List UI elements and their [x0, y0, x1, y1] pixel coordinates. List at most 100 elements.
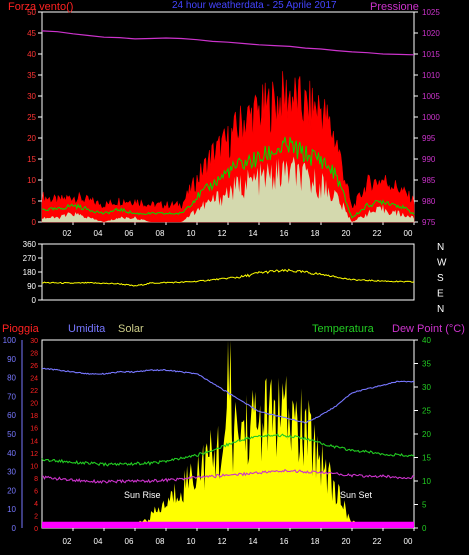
rain-tick-label: 6 — [34, 488, 38, 495]
x-ticks: 02 04 06 08 10 12 14 16 18 20 22 00 — [63, 222, 415, 238]
direction-series — [41, 268, 415, 287]
rain-tick-label: 28 — [30, 351, 38, 358]
rain-tick-label: 20 — [30, 401, 38, 408]
pressure-axis-label: Pressione — [370, 1, 419, 13]
temperature-tick-label: 25 — [422, 407, 431, 416]
pressure-tick-label: 1005 — [422, 92, 440, 101]
pressure-tick-label: 980 — [422, 197, 436, 206]
temperature-tick-label: 0 — [422, 524, 427, 533]
sunset-annotation: Sun Set — [340, 490, 373, 500]
x-tick-label: 02 — [63, 229, 72, 238]
humidity-tick-label: 20 — [7, 486, 16, 495]
temperature-tick-label: 10 — [422, 477, 431, 486]
wind-tick-label: 45 — [27, 29, 36, 38]
humidity-tick-label: 40 — [7, 449, 16, 458]
wind-pressure-panel: Forza vento() 24 hour weatherdata - 25 A… — [8, 0, 440, 238]
pressure-tick-label: 1015 — [422, 50, 440, 59]
wind-tick-label: 5 — [32, 197, 37, 206]
pressure-tick-label: 975 — [422, 218, 436, 227]
pressure-tick-label: 990 — [422, 155, 436, 164]
humidity-tick-label: 100 — [3, 336, 17, 345]
x-tick-label: 00 — [404, 537, 413, 546]
wind-tick-label: 50 — [27, 8, 36, 17]
x-tick-label: 16 — [280, 537, 289, 546]
wind-y-ticks: 0 5 10 15 20 25 30 35 40 45 50 — [27, 8, 42, 227]
humidity-tick-label: 80 — [7, 374, 16, 383]
pressure-y-ticks: 975 980 985 990 995 1000 1005 1010 1015 1020 1025 — [414, 8, 440, 227]
x-tick-label: 12 — [218, 229, 227, 238]
x-tick-label: 08 — [156, 229, 165, 238]
rain-tick-label: 18 — [30, 413, 38, 420]
x-tick-label: 06 — [125, 229, 134, 238]
direction-tick-label: 90 — [27, 282, 36, 291]
rain-tick-label: 26 — [30, 363, 38, 370]
x-tick-label: 18 — [311, 229, 320, 238]
wind-tick-label: 10 — [27, 176, 36, 185]
solar-series — [42, 340, 414, 528]
x-tick-label: 14 — [249, 229, 258, 238]
temperature-tick-label: 35 — [422, 360, 431, 369]
compass-label: N — [437, 242, 444, 253]
pressure-series — [41, 30, 415, 56]
humidity-tick-label: 50 — [7, 430, 16, 439]
temperature-axis-label: Temperatura — [312, 323, 375, 335]
rain-series — [42, 521, 414, 528]
rain-tick-label: 14 — [30, 438, 38, 445]
x-tick-label: 22 — [373, 229, 382, 238]
solar-axis-label: Solar — [118, 323, 144, 335]
direction-y-ticks: 0 90 180 270 360 — [23, 240, 42, 305]
compass-label: E — [437, 289, 444, 300]
x-tick-label: 06 — [125, 537, 134, 546]
temperature-tick-label: 20 — [422, 430, 431, 439]
pressure-tick-label: 1025 — [422, 8, 440, 17]
humidity-tick-label: 0 — [12, 524, 17, 533]
x-tick-label: 12 — [218, 537, 227, 546]
x-tick-label: 10 — [187, 537, 196, 546]
humidity-tick-label: 10 — [7, 505, 16, 514]
temperature-series — [41, 433, 415, 467]
rain-tick-label: 30 — [30, 338, 38, 345]
direction-tick-label: 270 — [23, 254, 37, 263]
humidity-tick-label: 70 — [7, 392, 16, 401]
dew-point-axis-label: Dew Point (°C) — [392, 323, 465, 335]
pressure-tick-label: 995 — [422, 134, 436, 143]
rain-tick-label: 2 — [34, 513, 38, 520]
x-tick-label: 20 — [342, 229, 351, 238]
rain-tick-label: 16 — [30, 426, 38, 433]
temperature-tick-label: 5 — [422, 501, 427, 510]
direction-tick-label: 360 — [23, 240, 37, 249]
pressure-tick-label: 1020 — [422, 29, 440, 38]
wind-tick-label: 15 — [27, 155, 36, 164]
chart-title: 24 hour weatherdata - 25 Aprile 2017 — [172, 0, 337, 11]
wind-direction-series — [41, 268, 415, 287]
rain-tick-label: 10 — [30, 463, 38, 470]
compass-label: S — [437, 273, 444, 284]
humidity-tick-label: 90 — [7, 355, 16, 364]
rain-tick-label: 24 — [30, 376, 38, 383]
wind-tick-label: 25 — [27, 113, 36, 122]
temperature-tick-label: 30 — [422, 383, 431, 392]
humidity-tick-label: 60 — [7, 411, 16, 420]
x-tick-label: 04 — [94, 229, 103, 238]
wind-series — [41, 30, 415, 223]
wind-gust-series — [41, 71, 415, 223]
rain-axis-label: Pioggia — [2, 323, 40, 335]
wind-tick-label: 30 — [27, 92, 36, 101]
x-tick-label: 16 — [280, 229, 289, 238]
x-tick-label: 04 — [94, 537, 103, 546]
pressure-tick-label: 985 — [422, 176, 436, 185]
direction-tick-label: 0 — [32, 296, 37, 305]
dew-point-series — [41, 468, 415, 484]
x-tick-label: 00 — [404, 229, 413, 238]
humidity-y-ticks: 0 10 20 30 40 50 60 70 80 90 100 — [3, 336, 23, 533]
humidity-tick-label: 30 — [7, 468, 16, 477]
wind-tick-label: 0 — [32, 218, 37, 227]
x-tick-label: 22 — [373, 537, 382, 546]
sunrise-annotation: Sun Rise — [124, 490, 161, 500]
rain-tick-label: 0 — [34, 526, 38, 533]
x-tick-label: 08 — [156, 537, 165, 546]
rain-tick-label: 22 — [30, 388, 38, 395]
x-tick-label: 20 — [342, 537, 351, 546]
